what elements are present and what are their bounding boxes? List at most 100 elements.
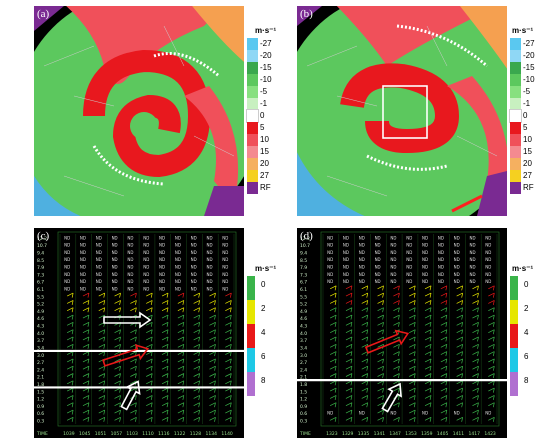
nd-marker: ND bbox=[127, 264, 133, 269]
wind-barb bbox=[488, 329, 495, 335]
wind-barb bbox=[472, 307, 479, 313]
nd-marker: ND bbox=[469, 279, 475, 284]
wind-barb bbox=[209, 300, 216, 305]
nd-marker: ND bbox=[80, 250, 86, 255]
radar-image-b: (b) bbox=[297, 6, 507, 216]
wind-barb bbox=[66, 292, 74, 298]
wind-barb bbox=[345, 329, 353, 335]
wind-barb bbox=[345, 358, 353, 364]
height-label: 12.2 bbox=[300, 236, 310, 242]
wind-barb bbox=[472, 380, 479, 386]
wind-barb bbox=[130, 329, 137, 335]
time-tick: 1116 bbox=[158, 431, 170, 437]
nd-marker: ND bbox=[422, 279, 428, 284]
wind-barb bbox=[146, 395, 153, 400]
wind-barb bbox=[225, 343, 232, 349]
nd-marker: ND bbox=[159, 279, 165, 284]
nd-marker: ND bbox=[390, 250, 396, 255]
wind-barb bbox=[161, 351, 169, 357]
wind-barb bbox=[329, 336, 337, 342]
vad-legend-swatch bbox=[510, 300, 518, 324]
wind-barb bbox=[225, 292, 232, 298]
legend-label: 10 bbox=[523, 135, 532, 144]
wind-barb bbox=[456, 402, 464, 408]
nd-marker: ND bbox=[96, 250, 102, 255]
wind-barb bbox=[114, 307, 121, 313]
nd-marker: ND bbox=[327, 411, 333, 416]
wind-barb bbox=[472, 314, 479, 320]
wind-barb bbox=[424, 292, 432, 298]
wind-barb bbox=[82, 343, 90, 349]
nd-marker: ND bbox=[406, 250, 412, 255]
height-label: 1.8 bbox=[37, 382, 44, 388]
nd-marker: ND bbox=[96, 243, 102, 248]
wind-barb bbox=[409, 351, 416, 357]
wind-barb bbox=[82, 351, 90, 357]
wind-barb bbox=[66, 314, 74, 320]
wind-barb bbox=[98, 402, 106, 408]
nd-marker: ND bbox=[375, 257, 381, 262]
time-tick: 1353 bbox=[405, 431, 417, 437]
nd-marker: ND bbox=[390, 272, 396, 277]
panel-label-b: (b) bbox=[300, 8, 313, 20]
wind-barb bbox=[66, 409, 74, 415]
wind-barb bbox=[161, 314, 169, 320]
wind-barb bbox=[488, 343, 495, 349]
nd-marker: ND bbox=[343, 243, 349, 248]
legend-swatch bbox=[247, 38, 258, 50]
wind-barb bbox=[66, 307, 74, 313]
wind-barb bbox=[146, 336, 153, 342]
wind-barb bbox=[424, 285, 432, 291]
nd-marker: ND bbox=[469, 264, 475, 269]
wind-barb bbox=[488, 387, 495, 393]
wind-barb bbox=[424, 387, 432, 393]
wind-barb bbox=[424, 343, 432, 349]
wind-barb bbox=[146, 402, 153, 408]
vad-legend-tick: 2 bbox=[524, 304, 529, 313]
nd-marker: ND bbox=[422, 243, 428, 248]
legend-swatch bbox=[510, 98, 521, 110]
wind-barb bbox=[361, 292, 369, 298]
wind-barb bbox=[440, 322, 448, 327]
nd-marker: ND bbox=[390, 279, 396, 284]
vad-legend-unit-d: m·s⁻¹ bbox=[512, 264, 534, 273]
wind-barb bbox=[440, 351, 448, 357]
nd-marker: ND bbox=[454, 411, 460, 416]
wind-barb bbox=[488, 322, 495, 327]
wind-barb bbox=[409, 343, 416, 349]
nd-marker: ND bbox=[422, 272, 428, 277]
wind-barb bbox=[424, 336, 432, 342]
wind-barb bbox=[472, 329, 479, 335]
nd-marker: ND bbox=[343, 235, 349, 240]
nd-marker: ND bbox=[406, 264, 412, 269]
wind-barb bbox=[393, 402, 400, 408]
wind-barb bbox=[329, 307, 337, 313]
nd-marker: ND bbox=[343, 257, 349, 262]
nd-marker: ND bbox=[175, 250, 181, 255]
nd-marker: ND bbox=[454, 243, 460, 248]
wind-barb bbox=[377, 365, 384, 371]
legend-swatch bbox=[246, 109, 259, 123]
vad-legend-swatch bbox=[247, 300, 255, 324]
legend-unit-b: m·s⁻¹ bbox=[512, 26, 534, 35]
wind-barb bbox=[161, 336, 169, 342]
wind-barb bbox=[161, 329, 169, 335]
wind-barb bbox=[98, 292, 106, 298]
time-tick: 1329 bbox=[342, 431, 354, 437]
wind-barb bbox=[161, 395, 169, 400]
nd-marker: ND bbox=[390, 257, 396, 262]
wind-barb bbox=[393, 307, 400, 313]
wind-barb bbox=[409, 409, 416, 415]
wind-barb bbox=[377, 358, 384, 364]
nd-marker: ND bbox=[143, 257, 149, 262]
vad-legend-tick: 0 bbox=[261, 280, 266, 289]
panel-b: (b) bbox=[297, 6, 507, 216]
nd-marker: ND bbox=[438, 250, 444, 255]
wind-barb bbox=[114, 329, 121, 335]
nd-marker: ND bbox=[469, 257, 475, 262]
height-label: 1.2 bbox=[37, 397, 44, 403]
wind-barb bbox=[193, 358, 201, 364]
wind-barb bbox=[161, 358, 169, 364]
nd-marker: ND bbox=[127, 279, 133, 284]
height-label: 6.7 bbox=[37, 280, 44, 286]
